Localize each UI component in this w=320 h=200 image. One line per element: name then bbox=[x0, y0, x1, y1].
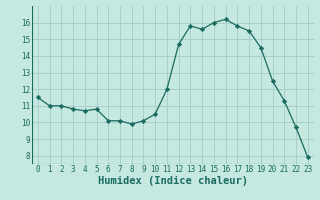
X-axis label: Humidex (Indice chaleur): Humidex (Indice chaleur) bbox=[98, 176, 248, 186]
